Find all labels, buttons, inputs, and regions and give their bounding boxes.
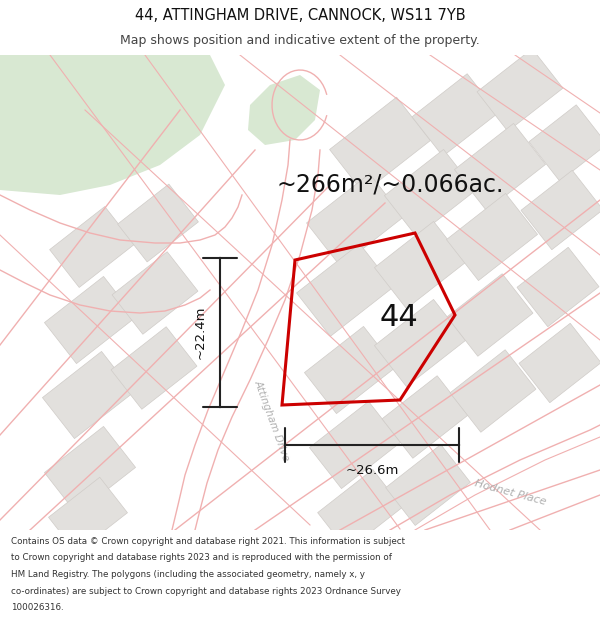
Polygon shape <box>521 170 600 250</box>
Polygon shape <box>446 193 538 281</box>
Polygon shape <box>44 426 136 514</box>
Text: ~26.6m: ~26.6m <box>346 464 398 476</box>
Polygon shape <box>329 97 430 193</box>
Polygon shape <box>310 401 401 489</box>
Polygon shape <box>374 299 466 387</box>
Polygon shape <box>454 123 545 211</box>
Polygon shape <box>517 248 599 327</box>
Polygon shape <box>519 323 600 402</box>
Text: HM Land Registry. The polygons (including the associated geometry, namely x, y: HM Land Registry. The polygons (includin… <box>11 570 365 579</box>
Polygon shape <box>477 49 563 131</box>
Text: Map shows position and indicative extent of the property.: Map shows position and indicative extent… <box>120 34 480 48</box>
Polygon shape <box>447 274 533 356</box>
Polygon shape <box>382 376 468 458</box>
Polygon shape <box>111 327 197 409</box>
Polygon shape <box>296 244 394 336</box>
Polygon shape <box>385 149 476 237</box>
Polygon shape <box>304 326 395 414</box>
Polygon shape <box>50 206 134 288</box>
Polygon shape <box>49 478 127 552</box>
Polygon shape <box>0 55 225 195</box>
Text: ~22.4m: ~22.4m <box>193 306 206 359</box>
Polygon shape <box>112 252 198 334</box>
Polygon shape <box>248 75 320 145</box>
Text: 100026316.: 100026316. <box>11 603 64 612</box>
Text: 44: 44 <box>380 303 419 332</box>
Polygon shape <box>307 174 403 266</box>
Text: Hodnet Place: Hodnet Place <box>473 479 547 508</box>
Polygon shape <box>450 350 536 432</box>
Text: ~266m²/~0.066ac.: ~266m²/~0.066ac. <box>277 173 503 197</box>
Text: co-ordinates) are subject to Crown copyright and database rights 2023 Ordnance S: co-ordinates) are subject to Crown copyr… <box>11 586 401 596</box>
Polygon shape <box>118 184 199 262</box>
Text: to Crown copyright and database rights 2023 and is reproduced with the permissio: to Crown copyright and database rights 2… <box>11 553 392 562</box>
Text: Contains OS data © Crown copyright and database right 2021. This information is : Contains OS data © Crown copyright and d… <box>11 537 405 546</box>
Text: 44, ATTINGHAM DRIVE, CANNOCK, WS11 7YB: 44, ATTINGHAM DRIVE, CANNOCK, WS11 7YB <box>134 8 466 23</box>
Polygon shape <box>412 74 498 156</box>
Polygon shape <box>374 221 466 309</box>
Polygon shape <box>317 469 403 551</box>
Polygon shape <box>386 444 470 526</box>
Polygon shape <box>529 105 600 181</box>
Polygon shape <box>44 276 136 364</box>
Text: Attingham Drive: Attingham Drive <box>253 378 292 462</box>
Polygon shape <box>43 351 134 439</box>
